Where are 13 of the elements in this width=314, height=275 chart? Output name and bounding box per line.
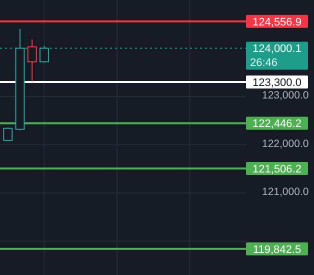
ref-line-label: 124,556.9 [252, 16, 302, 28]
ref-line-label: 121,506.2 [252, 164, 302, 176]
y-tick-label: 122,000.0 [262, 138, 309, 150]
text: 26:46 [250, 57, 278, 70]
y-tick-label: 123,000.0 [262, 90, 309, 102]
ref-line-label: 123,300.0 [252, 77, 302, 90]
candlestick [27, 39, 37, 82]
ref-line-label: 122,446.2 [252, 118, 302, 130]
ref-line-label: 119,842.5 [252, 244, 302, 256]
y-tick-label: 121,000.0 [262, 186, 309, 198]
ref-line-label: 124,000.1 [252, 43, 302, 56]
candlestick [3, 126, 13, 141]
candlestick [39, 45, 49, 64]
